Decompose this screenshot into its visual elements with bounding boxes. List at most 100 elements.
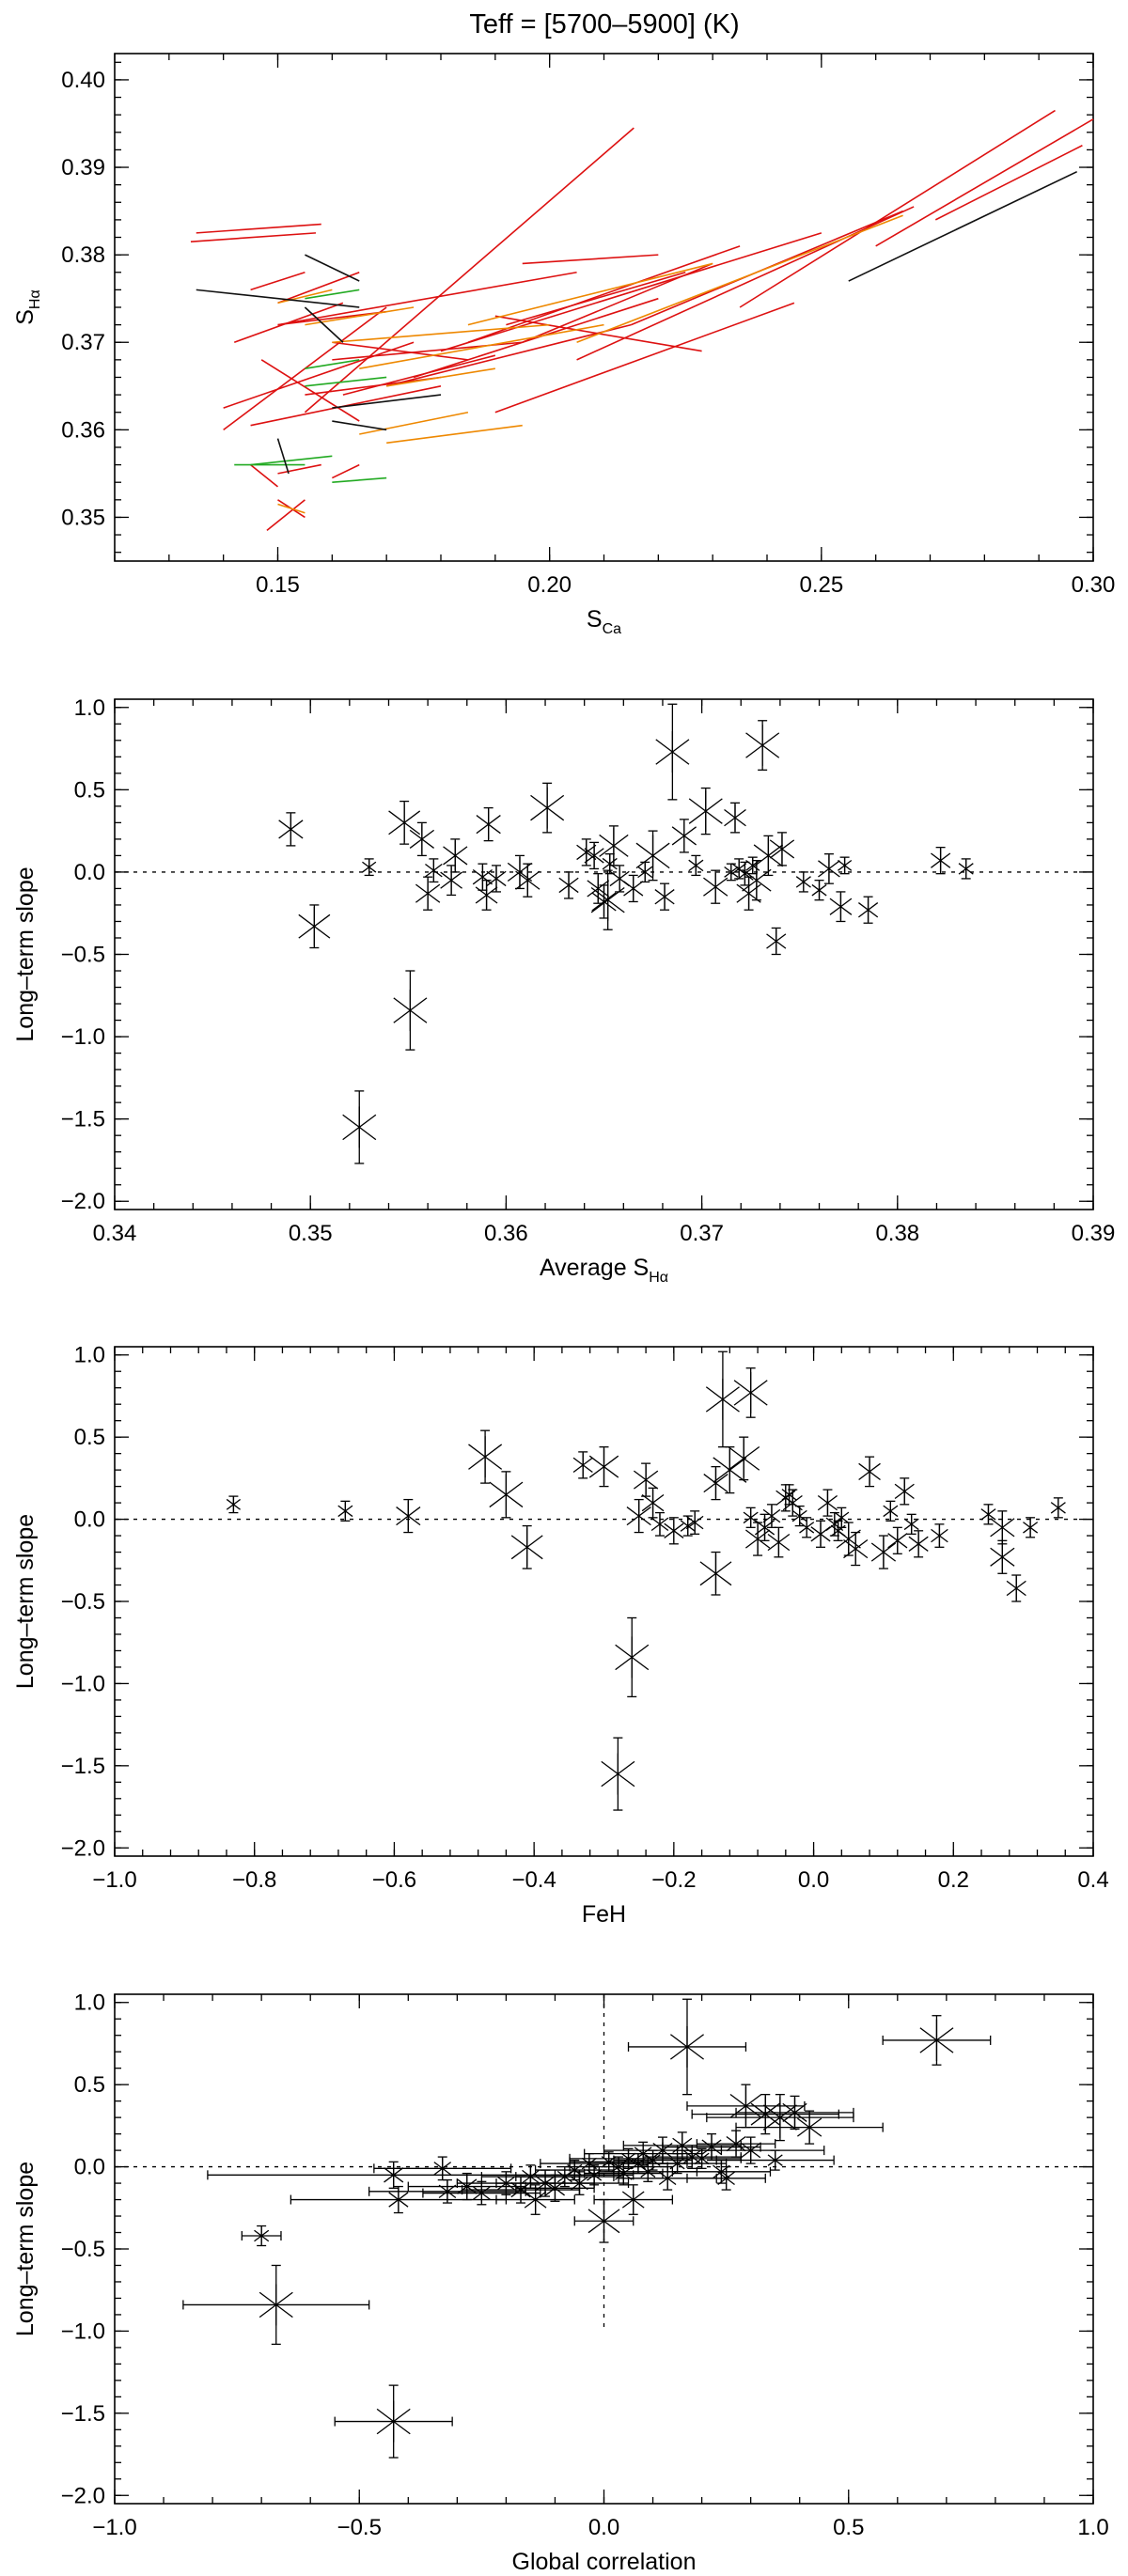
marker-stroke xyxy=(433,2162,452,2176)
segment-red xyxy=(332,341,469,361)
data-point xyxy=(407,2172,526,2201)
segment-red xyxy=(934,145,1083,221)
plot-frame xyxy=(114,1346,1094,1857)
data-point xyxy=(440,865,462,897)
y-tick-label: 0.5 xyxy=(74,1425,105,1450)
data-point xyxy=(337,1500,353,1522)
data-point xyxy=(486,865,507,893)
marker-stroke xyxy=(376,2408,411,2435)
data-point xyxy=(443,838,468,873)
segment-red xyxy=(196,223,321,234)
segment-black xyxy=(276,438,290,475)
data-point xyxy=(529,2171,630,2195)
data-point xyxy=(834,1507,850,1528)
x-axis-label: Average SHα xyxy=(540,1255,668,1286)
data-point xyxy=(818,853,840,884)
data-point xyxy=(241,2225,282,2247)
marker-stroke xyxy=(742,868,772,892)
marker-stroke xyxy=(685,1515,704,1530)
marker-stroke xyxy=(887,1533,908,1549)
segment-orange xyxy=(576,214,903,343)
marker-stroke xyxy=(641,1493,665,1512)
x-tick-label: −1.0 xyxy=(92,1867,136,1893)
marker-stroke xyxy=(599,834,629,857)
x-tick-label: 0.39 xyxy=(1072,1221,1116,1246)
segment-black xyxy=(196,289,360,308)
marker-stroke xyxy=(741,2142,761,2159)
data-point xyxy=(334,2384,453,2459)
plot-frame xyxy=(114,53,1094,562)
data-point xyxy=(623,874,644,903)
marker-stroke xyxy=(894,1483,915,1500)
segment-green xyxy=(250,455,333,466)
marker-stroke xyxy=(634,1470,659,1490)
marker-stroke xyxy=(384,2167,404,2183)
data-point xyxy=(472,863,493,891)
data-point xyxy=(858,1456,881,1488)
data-point xyxy=(791,1505,807,1527)
marker-stroke xyxy=(769,839,795,859)
segment-red xyxy=(250,463,279,488)
data-point xyxy=(703,1465,728,1501)
x-axis-label: FeH xyxy=(582,1901,626,1928)
y-axis-label-subscript: Hα xyxy=(27,289,43,309)
x-axis-label-text: S xyxy=(587,606,603,632)
marker-stroke xyxy=(766,933,787,949)
marker-stroke xyxy=(688,859,704,872)
data-point xyxy=(602,853,618,875)
data-point xyxy=(887,1526,908,1554)
y-tick-label: −1.5 xyxy=(61,1754,105,1779)
segment-red xyxy=(385,323,632,387)
segment-orange xyxy=(305,306,415,326)
figure-title: Teff = [5700–5900] (K) xyxy=(469,9,739,39)
segment-red xyxy=(342,354,496,396)
y-axis-label-text: Long–term slope xyxy=(12,866,39,1041)
marker-stroke xyxy=(743,1511,759,1524)
marker-stroke xyxy=(637,866,653,879)
marker-stroke xyxy=(744,1529,771,1549)
marker-stroke xyxy=(834,1511,850,1524)
marker-stroke xyxy=(475,886,498,904)
y-tick-label: −1.5 xyxy=(61,2401,105,2427)
marker-stroke xyxy=(635,842,670,869)
marker-stroke xyxy=(655,739,690,765)
marker-stroke xyxy=(489,1481,524,1508)
x-tick-label: 0.0 xyxy=(588,2515,619,2540)
marker-stroke xyxy=(530,794,565,821)
data-point xyxy=(931,846,951,875)
marker-stroke xyxy=(829,898,853,915)
axis-ticks xyxy=(114,1347,1094,1856)
data-point xyxy=(767,1526,791,1558)
y-axis-label-text: Long–term slope xyxy=(12,2162,39,2336)
data-point xyxy=(811,880,827,901)
y-tick-label: −1.0 xyxy=(61,1671,105,1696)
marker-stroke xyxy=(990,1518,1015,1538)
x-tick-label: 0.34 xyxy=(93,1221,137,1246)
marker-stroke xyxy=(717,2171,735,2186)
segment-orange xyxy=(277,503,306,514)
marker-stroke xyxy=(572,1457,593,1474)
data-point xyxy=(558,871,579,899)
segment-orange xyxy=(467,262,713,326)
x-tick-label: −0.8 xyxy=(232,1867,276,1893)
marker-stroke xyxy=(990,1547,1015,1567)
data-point xyxy=(883,1500,899,1522)
data-point xyxy=(298,904,331,949)
marker-stroke xyxy=(571,2176,588,2191)
data-point xyxy=(735,2095,854,2131)
marker-stroke xyxy=(472,869,493,885)
segment-red xyxy=(506,271,686,326)
data-point xyxy=(510,1524,543,1569)
marker-stroke xyxy=(745,732,780,758)
data-point xyxy=(903,1513,919,1535)
data-point xyxy=(627,1998,747,2096)
y-axis-label: Long–term slope xyxy=(12,866,39,1041)
data-point xyxy=(990,1510,1015,1545)
marker-stroke xyxy=(438,2184,457,2199)
segment-red xyxy=(260,359,360,422)
y-tick-label: 0.0 xyxy=(74,2155,105,2180)
marker-stroke xyxy=(393,997,428,1023)
marker-stroke xyxy=(654,889,675,905)
segment-orange xyxy=(386,424,523,445)
marker-stroke xyxy=(409,829,435,849)
